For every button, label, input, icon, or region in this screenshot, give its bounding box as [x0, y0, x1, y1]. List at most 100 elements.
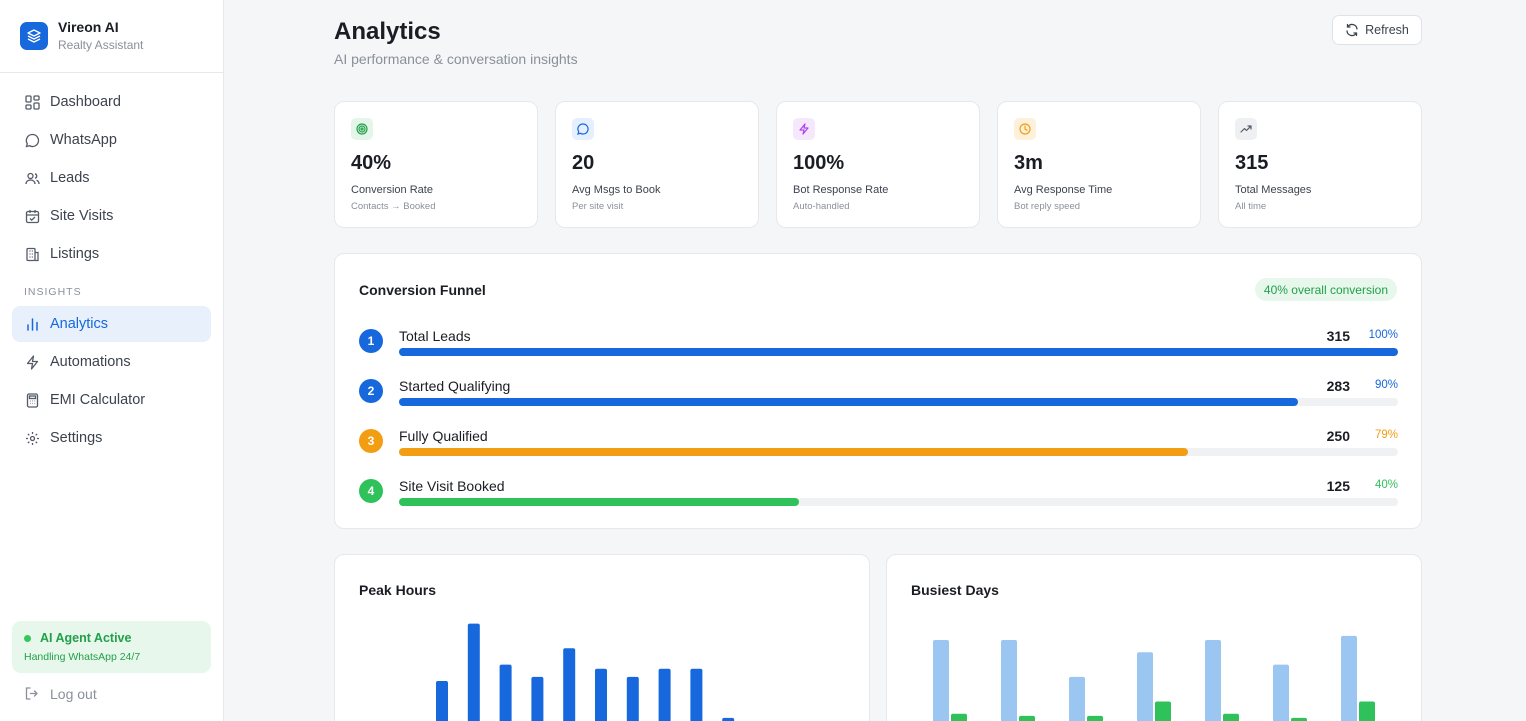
- progress-track: [399, 348, 1398, 356]
- step-label: Total Leads: [399, 328, 471, 344]
- gear-icon: [24, 430, 40, 446]
- stat-label: Conversion Rate: [351, 184, 433, 196]
- busiest-days-bar: [1155, 701, 1171, 721]
- progress-track: [399, 398, 1398, 406]
- step-number-badge: 4: [359, 479, 383, 503]
- sidebar-item-leads[interactable]: Leads: [12, 160, 211, 196]
- layers-icon: [20, 22, 48, 50]
- busiest-days-bar: [1291, 717, 1307, 721]
- sidebar-item-label: Settings: [50, 430, 103, 446]
- agent-status-subtitle: Handling WhatsApp 24/7: [24, 651, 141, 663]
- sidebar-item-label: Site Visits: [50, 208, 114, 224]
- sidebar-item-label: WhatsApp: [50, 132, 117, 148]
- step-label: Started Qualifying: [399, 378, 511, 394]
- progress-fill: [399, 348, 1398, 356]
- nav-menu: Dashboard WhatsApp Leads Site Visits Lis…: [0, 73, 223, 456]
- sidebar-item-site-visits[interactable]: Site Visits: [12, 198, 211, 234]
- stat-card-bot-response-rate: 100% Bot Response Rate Auto-handled: [776, 101, 980, 228]
- sidebar-item-label: Leads: [50, 170, 90, 186]
- progress-track: [399, 448, 1398, 456]
- chart-title: Busiest Days: [911, 582, 999, 598]
- busiest-days-bar: [1001, 640, 1017, 721]
- stat-value: 20: [572, 152, 595, 174]
- progress-fill: [399, 448, 1189, 456]
- busiest-days-bar: [1137, 652, 1153, 721]
- brand-header: Vireon AI Realty Assistant: [0, 0, 223, 73]
- peak-hours-bar: [531, 676, 544, 721]
- busiest-days-bar: [1223, 713, 1239, 721]
- step-number-badge: 3: [359, 429, 383, 453]
- agent-status-title: AI Agent Active: [40, 631, 132, 645]
- sidebar-item-listings[interactable]: Listings: [12, 236, 211, 272]
- progress-fill: [399, 398, 1299, 406]
- busiest-days-card: Busiest Days: [886, 554, 1422, 721]
- step-number-badge: 1: [359, 329, 383, 353]
- sidebar-item-analytics[interactable]: Analytics: [12, 306, 211, 342]
- step-count: 250: [1326, 428, 1350, 444]
- step-count: 125: [1326, 478, 1350, 494]
- refresh-icon: [1345, 23, 1359, 37]
- bar-chart-icon: [24, 316, 40, 332]
- sidebar-item-label: Dashboard: [50, 94, 121, 110]
- stat-sub: All time: [1235, 201, 1267, 212]
- peak-hours-chart: [436, 623, 735, 721]
- sidebar-item-emi-calculator[interactable]: EMI Calculator: [12, 382, 211, 418]
- sidebar-item-automations[interactable]: Automations: [12, 344, 211, 380]
- status-dot-icon: [24, 634, 31, 642]
- peak-hours-bar: [626, 676, 639, 721]
- brand-subtitle: Realty Assistant: [58, 38, 144, 52]
- stat-card-total-messages: 315 Total Messages All time: [1218, 101, 1422, 228]
- step-percent: 79%: [1374, 429, 1398, 441]
- progress-fill: [399, 498, 799, 506]
- sidebar-item-settings[interactable]: Settings: [12, 420, 211, 456]
- step-percent: 100%: [1368, 329, 1398, 341]
- peak-hours-bar: [436, 681, 448, 721]
- stat-label: Total Messages: [1235, 184, 1312, 196]
- logout-label: Log out: [50, 686, 97, 702]
- clock-icon: [1014, 118, 1036, 140]
- stat-sub: Bot reply speed: [1014, 201, 1081, 212]
- busiest-days-bar: [951, 713, 967, 721]
- chart-title: Peak Hours: [359, 582, 437, 598]
- busiest-days-bar: [1205, 640, 1221, 721]
- trend-up-icon: [1235, 118, 1257, 140]
- stat-card-conversion-rate: 40% Conversion Rate Contacts → Booked: [334, 101, 538, 228]
- peak-hours-bar: [563, 648, 576, 721]
- step-count: 315: [1326, 328, 1350, 344]
- peak-hours-bar: [722, 717, 735, 721]
- step-label: Site Visit Booked: [399, 478, 505, 494]
- stat-label: Avg Msgs to Book: [572, 184, 661, 196]
- peak-hours-bar: [690, 668, 703, 721]
- funnel-title: Conversion Funnel: [359, 282, 486, 298]
- refresh-button[interactable]: Refresh: [1332, 15, 1422, 45]
- sidebar-item-whatsapp[interactable]: WhatsApp: [12, 122, 211, 158]
- busiest-days-bar: [1273, 664, 1289, 721]
- step-count: 283: [1326, 378, 1350, 394]
- ai-agent-status: AI Agent Active Handling WhatsApp 24/7: [12, 621, 211, 673]
- busiest-days-bar: [1069, 676, 1085, 721]
- logout-button[interactable]: Log out: [24, 686, 97, 702]
- sidebar-item-dashboard[interactable]: Dashboard: [12, 84, 211, 120]
- stat-label: Bot Response Rate: [793, 184, 889, 196]
- sidebar: Vireon AI Realty Assistant Dashboard Wha…: [0, 0, 224, 721]
- lightning-icon: [24, 354, 40, 370]
- page-subtitle: AI performance & conversation insights: [334, 51, 578, 67]
- chat-bubble-icon: [24, 132, 40, 148]
- target-icon: [351, 118, 373, 140]
- step-label: Fully Qualified: [399, 428, 488, 444]
- peak-hours-bar: [595, 668, 607, 721]
- refresh-label: Refresh: [1365, 23, 1409, 37]
- conversion-funnel-card: Conversion Funnel 40% overall conversion…: [334, 253, 1422, 529]
- step-number-badge: 2: [359, 379, 383, 403]
- stat-card-avg-msgs: 20 Avg Msgs to Book Per site visit: [555, 101, 759, 228]
- step-percent: 90%: [1374, 379, 1398, 391]
- busiest-days-bar: [1087, 715, 1103, 721]
- peak-hours-bar: [658, 668, 671, 721]
- busiest-days-bar: [1019, 715, 1035, 721]
- page-title: Analytics: [334, 18, 441, 45]
- stat-value: 3m: [1014, 152, 1043, 174]
- sidebar-item-label: Automations: [50, 354, 131, 370]
- users-icon: [24, 170, 40, 186]
- progress-track: [399, 498, 1398, 506]
- stat-sub: Per site visit: [572, 201, 624, 212]
